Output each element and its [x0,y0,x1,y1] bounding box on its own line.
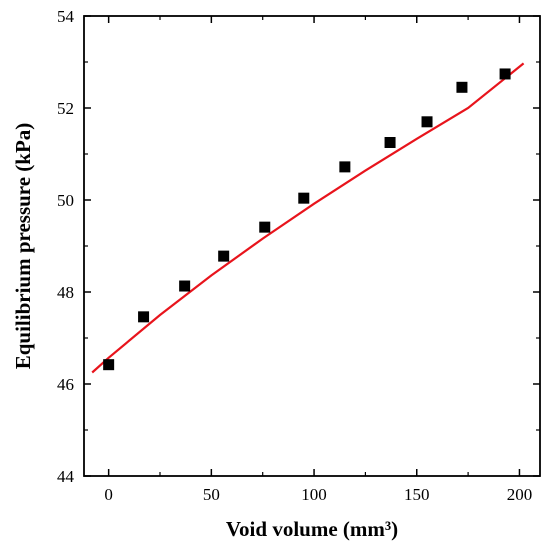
x-tick-label: 150 [404,485,430,504]
y-tick-label: 44 [57,467,75,486]
data-point [421,116,433,128]
x-axis-title: Void volume (mm³) [226,517,398,541]
data-point [499,68,511,80]
y-tick-label: 50 [57,191,74,210]
data-point [298,192,310,204]
y-tick-label: 52 [57,99,74,118]
y-tick-label: 48 [57,283,74,302]
y-axis-title: Equilibrium pressure (kPa) [11,123,35,370]
ticks: 0 50 100 150 200 44 46 48 50 52 54 [57,7,540,504]
data-point [138,311,150,323]
data-points [103,68,511,371]
fit-line-group [91,62,525,374]
x-tick-label: 0 [104,485,113,504]
data-point [259,221,271,233]
y-tick-label: 54 [57,7,75,26]
plot-frame [83,15,541,477]
y-tick-label: 46 [57,375,74,394]
fit-line [91,62,525,374]
data-point [179,280,191,292]
x-tick-label: 100 [301,485,327,504]
data-point [218,250,230,262]
x-tick-label: 200 [507,485,533,504]
data-point [456,81,468,93]
data-point [103,359,115,371]
x-tick-label: 50 [203,485,220,504]
data-point [339,161,351,173]
data-point [384,137,396,148]
